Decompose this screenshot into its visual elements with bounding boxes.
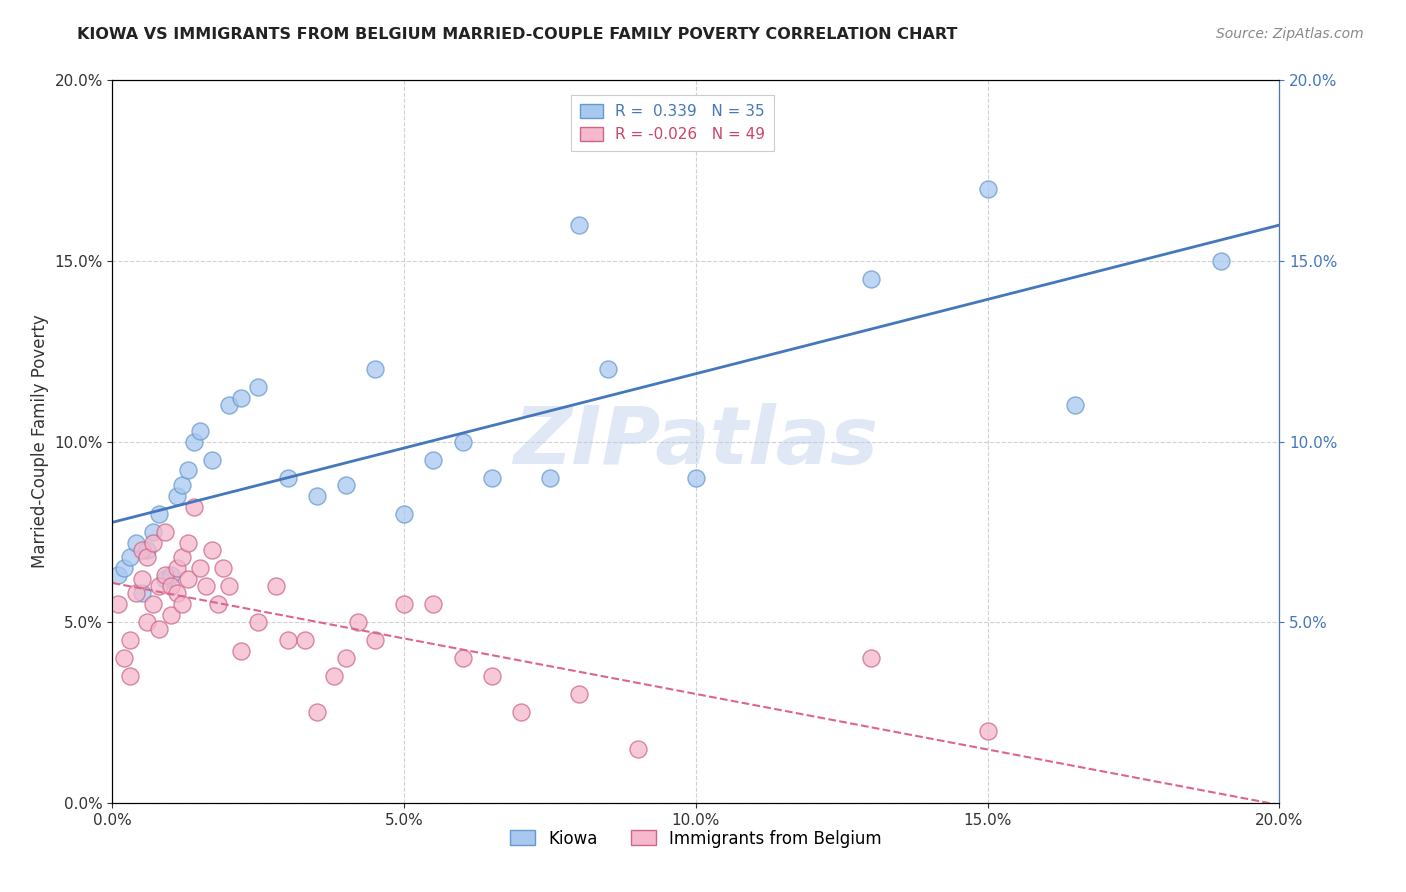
Point [153, 568, 176, 582]
Point [118, 550, 141, 565]
Y-axis label: Married-Couple Family Poverty: Married-Couple Family Poverty [31, 315, 49, 568]
Point [305, 489, 328, 503]
Point [136, 550, 159, 565]
Point [112, 651, 135, 665]
Point [451, 651, 474, 665]
Point [177, 572, 200, 586]
Point [183, 500, 205, 514]
Point [177, 535, 200, 549]
Legend: Kiowa, Immigrants from Belgium: Kiowa, Immigrants from Belgium [502, 822, 890, 856]
Point [177, 463, 200, 477]
Point [860, 272, 883, 286]
Point [276, 633, 298, 648]
Point [160, 607, 183, 622]
Point [394, 507, 416, 521]
Point [125, 535, 148, 549]
Point [118, 669, 141, 683]
Point [188, 424, 211, 438]
Point [860, 651, 883, 665]
Point [142, 597, 165, 611]
Point [172, 597, 194, 611]
Point [131, 542, 153, 557]
Point [335, 651, 357, 665]
Point [131, 572, 153, 586]
Point [201, 542, 224, 557]
Point [346, 615, 368, 630]
Point [598, 362, 620, 376]
Point [335, 478, 357, 492]
Point [153, 572, 176, 586]
Point [112, 561, 135, 575]
Point [172, 550, 194, 565]
Point [481, 669, 503, 683]
Point [107, 568, 129, 582]
Point [364, 633, 387, 648]
Point [323, 669, 346, 683]
Point [568, 687, 591, 701]
Point [627, 741, 650, 756]
Point [188, 561, 211, 575]
Point [166, 586, 188, 600]
Point [172, 478, 194, 492]
Point [201, 452, 224, 467]
Point [194, 579, 217, 593]
Text: Source: ZipAtlas.com: Source: ZipAtlas.com [1216, 27, 1364, 41]
Point [131, 586, 153, 600]
Point [229, 644, 252, 658]
Text: ZIPatlas: ZIPatlas [513, 402, 879, 481]
Point [207, 597, 229, 611]
Point [481, 471, 503, 485]
Point [148, 579, 170, 593]
Point [142, 524, 165, 539]
Point [136, 542, 159, 557]
Point [394, 597, 416, 611]
Point [166, 561, 188, 575]
Point [218, 398, 240, 412]
Point [136, 615, 159, 630]
Point [685, 471, 707, 485]
Point [118, 633, 141, 648]
Point [509, 706, 531, 720]
Point [166, 489, 188, 503]
Point [1209, 254, 1232, 268]
Point [976, 723, 998, 738]
Point [160, 579, 183, 593]
Point [364, 362, 387, 376]
Point [247, 615, 270, 630]
Point [229, 391, 252, 405]
Point [976, 182, 998, 196]
Point [160, 568, 183, 582]
Point [212, 561, 235, 575]
Point [294, 633, 316, 648]
Text: KIOWA VS IMMIGRANTS FROM BELGIUM MARRIED-COUPLE FAMILY POVERTY CORRELATION CHART: KIOWA VS IMMIGRANTS FROM BELGIUM MARRIED… [77, 27, 957, 42]
Point [568, 218, 591, 232]
Point [107, 597, 129, 611]
Point [183, 434, 205, 449]
Point [218, 579, 240, 593]
Point [451, 434, 474, 449]
Point [153, 524, 176, 539]
Point [422, 452, 444, 467]
Point [305, 706, 328, 720]
Point [1064, 398, 1087, 412]
Point [422, 597, 444, 611]
Point [538, 471, 561, 485]
Point [125, 586, 148, 600]
Point [148, 507, 170, 521]
Point [276, 471, 298, 485]
Point [264, 579, 287, 593]
Point [247, 380, 270, 394]
Point [142, 535, 165, 549]
Point [148, 623, 170, 637]
